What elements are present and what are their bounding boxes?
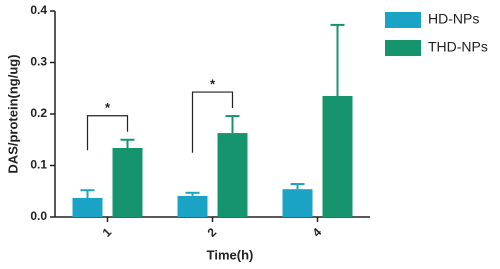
y-tick-label: 0.4 [30,3,47,17]
legend-label: THD-NPs [428,39,488,55]
bar [217,133,248,217]
bar [322,95,353,217]
bar [282,189,313,217]
y-tick-label: 0.1 [30,158,47,172]
bar [177,195,208,217]
x-tick-label: 1 [100,225,115,240]
bar [112,147,143,217]
y-axis-title: DAS/protein(ng/ug) [5,54,20,173]
y-tick-label: 0.2 [30,106,47,120]
significance-star: * [210,76,216,91]
significance-bracket [86,115,129,151]
legend-label: HD-NPs [428,11,479,27]
bar [72,197,103,217]
y-tick-label: 0.3 [30,55,47,69]
y-tick-label: 0.0 [30,209,47,223]
legend-swatch [385,40,421,56]
significance-star: * [105,100,111,115]
x-tick-label: 2 [205,225,220,240]
x-axis-title: Time(h) [207,247,254,262]
x-tick-label: 4 [310,225,325,240]
significance-bracket [191,91,234,153]
legend-swatch [385,12,421,28]
